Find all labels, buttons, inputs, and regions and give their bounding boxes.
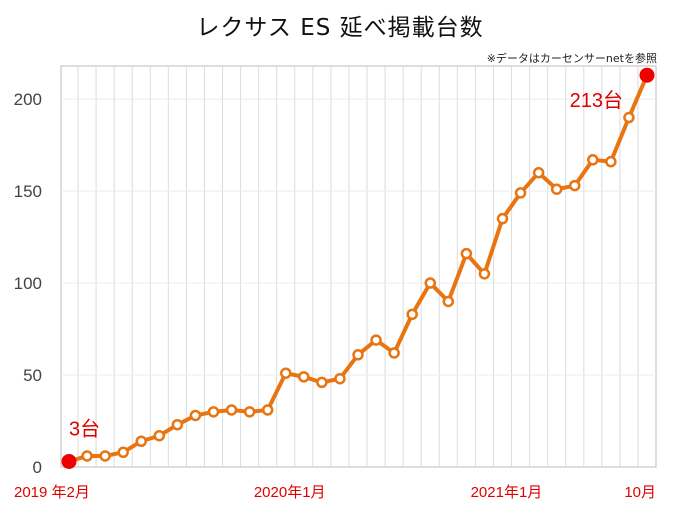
data-point	[189, 409, 202, 422]
y-tick-label: 200	[14, 90, 42, 109]
data-point	[424, 277, 436, 289]
data-point	[207, 406, 220, 418]
data-point	[316, 376, 328, 389]
data-point	[225, 404, 238, 416]
data-point	[352, 349, 364, 361]
y-tick-label: 50	[23, 366, 42, 385]
data-point	[460, 247, 473, 260]
chart-title: レクサス ES 延べ掲載台数	[196, 15, 484, 41]
data-point	[388, 347, 400, 359]
x-tick-label: 2020年1月	[254, 484, 326, 501]
data-point	[605, 155, 617, 168]
data-point	[478, 268, 491, 280]
data-annotation: 213台	[570, 89, 623, 112]
data-annotation: 3台	[69, 417, 100, 440]
highlight-point	[61, 453, 77, 469]
data-point	[117, 446, 129, 459]
data-point	[298, 371, 310, 383]
data-point	[623, 111, 635, 124]
data-point	[514, 187, 527, 199]
highlight-point	[639, 67, 655, 83]
data-point	[171, 418, 184, 431]
y-tick-label: 0	[33, 458, 42, 477]
data-point	[442, 295, 455, 308]
source-note: ※データはカーセンサーnetを参照	[486, 52, 657, 65]
data-point	[334, 372, 346, 385]
data-point	[532, 166, 545, 179]
data-point	[280, 367, 292, 379]
data-point	[99, 450, 111, 462]
x-tick-label: 10月	[624, 484, 656, 501]
x-tick-label: 2021年1月	[471, 484, 543, 501]
data-point	[587, 154, 599, 166]
data-point	[550, 183, 563, 195]
plot-area	[60, 65, 657, 468]
data-point	[569, 179, 581, 192]
data-point	[370, 334, 382, 346]
y-tick-label: 150	[14, 182, 42, 201]
data-point	[153, 429, 166, 442]
data-point	[261, 404, 274, 416]
data-point	[406, 308, 418, 321]
y-tick-label: 100	[14, 274, 42, 293]
data-point	[243, 406, 256, 418]
data-point	[496, 212, 509, 225]
data-point	[135, 435, 147, 447]
data-point	[81, 450, 93, 462]
x-tick-label: 2019 年2月	[14, 484, 90, 501]
